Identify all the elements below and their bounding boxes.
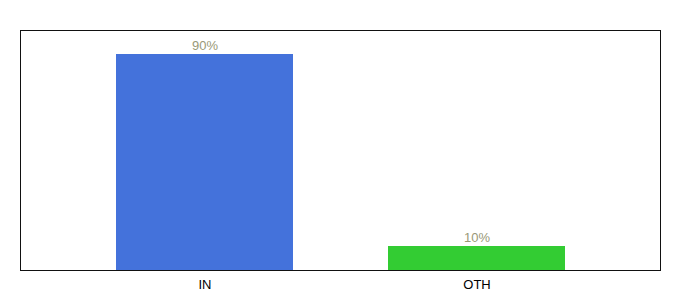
svg-text:90%: 90% (192, 38, 218, 53)
svg-text:OTH: OTH (463, 277, 490, 292)
svg-text:IN: IN (199, 277, 212, 292)
svg-text:10%: 10% (464, 230, 490, 245)
